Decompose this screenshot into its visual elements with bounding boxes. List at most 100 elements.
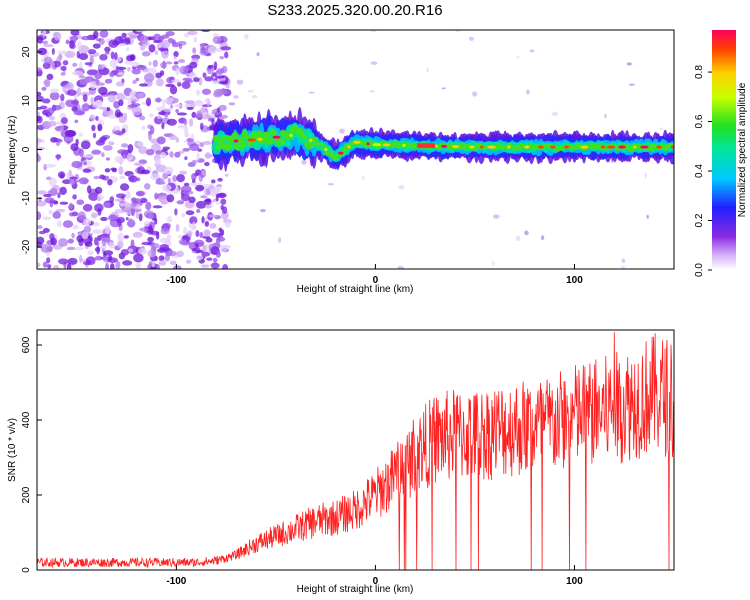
signal-blob <box>262 131 271 140</box>
noise-blob <box>244 33 249 40</box>
noise-blob <box>99 30 109 38</box>
noise-blob <box>118 99 124 107</box>
noise-blob <box>162 99 166 108</box>
noise-blob <box>72 224 80 230</box>
noise-blob <box>91 212 98 219</box>
colorbar-gradient <box>712 30 736 270</box>
noise-blob <box>156 115 162 119</box>
noise-blob <box>207 46 218 54</box>
noise-blob <box>260 208 266 213</box>
signal-peak <box>308 138 313 142</box>
noise-blob <box>107 114 117 119</box>
noise-blob <box>96 99 103 107</box>
noise-blob <box>158 111 167 116</box>
noise-blob <box>42 30 47 37</box>
noise-blob <box>155 263 161 269</box>
noise-blob <box>175 109 179 114</box>
noise-blob <box>145 97 152 107</box>
noise-blob <box>177 234 183 239</box>
noise-blob <box>117 71 125 76</box>
noise-blob <box>515 235 521 242</box>
noise-blob <box>154 158 162 166</box>
noise-blob <box>167 177 171 184</box>
noise-blob <box>116 216 125 224</box>
noise-blob <box>218 80 229 85</box>
noise-blob <box>183 182 190 187</box>
spectrogram-ytick-label: 20 <box>21 46 32 58</box>
noise-blob <box>56 154 60 161</box>
snr-ytick-label: 400 <box>21 411 32 428</box>
noise-blob <box>41 86 47 91</box>
noise-blob <box>256 52 260 57</box>
noise-blob <box>182 147 191 152</box>
noise-blob <box>84 62 93 66</box>
noise-blob <box>211 232 222 238</box>
noise-blob <box>69 40 75 49</box>
signal-peak <box>233 139 239 143</box>
signal-peak <box>507 145 511 149</box>
noise-blob <box>162 184 172 192</box>
noise-blob <box>199 49 209 56</box>
noise-blob <box>127 152 133 161</box>
noise-blob <box>138 213 143 222</box>
noise-blob <box>201 216 205 224</box>
noise-blob <box>152 40 163 44</box>
noise-blob <box>189 72 197 80</box>
colorbar-label: Normalized spectral amplitude <box>737 82 748 217</box>
signal-peak <box>289 133 293 137</box>
noise-blob <box>101 239 107 247</box>
noise-blob <box>46 107 55 115</box>
signal-peak <box>487 145 496 149</box>
signal-blob <box>212 135 220 143</box>
noise-blob <box>128 175 138 183</box>
noise-blob <box>205 237 213 243</box>
noise-blob <box>115 198 125 202</box>
noise-blob <box>130 239 135 249</box>
noise-blob <box>95 139 105 146</box>
noise-blob <box>203 187 207 196</box>
noise-blob <box>42 40 49 45</box>
noise-blob <box>78 132 83 137</box>
spectrogram-xtick-label: 100 <box>566 275 583 286</box>
noise-blob <box>130 197 137 203</box>
noise-blob <box>66 263 72 269</box>
noise-blob <box>189 143 200 152</box>
noise-blob <box>628 83 635 86</box>
noise-blob <box>207 65 214 69</box>
noise-blob <box>145 201 152 211</box>
noise-blob <box>43 56 53 64</box>
noise-blob <box>135 191 145 197</box>
noise-blob <box>76 199 85 205</box>
signal-blob <box>231 131 239 141</box>
noise-blob <box>60 65 67 71</box>
noise-blob <box>524 230 529 236</box>
noise-blob <box>122 260 133 266</box>
noise-blob <box>42 216 52 220</box>
noise-blob <box>126 47 130 52</box>
noise-blob <box>492 260 495 266</box>
noise-blob <box>196 89 200 96</box>
noise-blob <box>47 264 52 269</box>
noise-blob <box>469 36 474 41</box>
noise-blob <box>154 50 159 55</box>
noise-blob <box>62 179 72 185</box>
noise-blob <box>139 45 146 51</box>
noise-blob <box>40 244 50 248</box>
noise-blob <box>620 265 626 269</box>
noise-blob <box>115 65 119 74</box>
noise-blob <box>87 250 94 256</box>
signal-peak <box>580 145 589 149</box>
noise-blob <box>45 163 56 168</box>
noise-blob <box>158 260 167 266</box>
noise-blob <box>180 185 192 193</box>
noise-blob <box>114 52 118 61</box>
noise-blob <box>97 235 102 242</box>
noise-blob <box>202 112 208 116</box>
spectrogram-ytick-label: -20 <box>21 239 32 254</box>
noise-blob <box>189 216 198 225</box>
noise-blob <box>122 154 127 160</box>
noise-blob <box>219 55 225 60</box>
noise-blob <box>161 200 167 205</box>
noise-blob <box>108 39 119 48</box>
noise-blob <box>99 106 107 110</box>
